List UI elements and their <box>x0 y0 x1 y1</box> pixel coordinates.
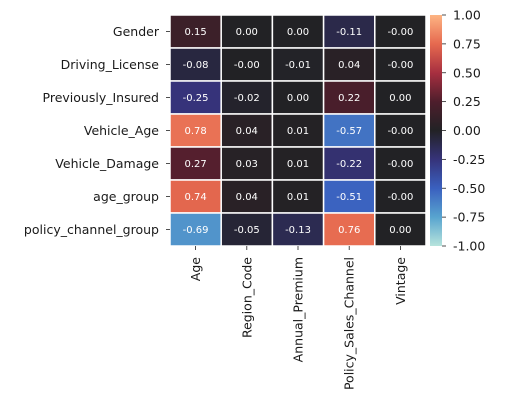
heatmap-cell <box>322 179 376 214</box>
cell-annotation: 0.01 <box>287 126 309 137</box>
y-tick-label: Previously_Insured <box>43 90 159 105</box>
heatmap-cell <box>374 179 427 214</box>
colorbar <box>430 15 442 246</box>
y-tick-label: Driving_License <box>61 57 160 72</box>
cell-annotation: 0.00 <box>287 93 309 104</box>
x-tick-label: Vintage <box>393 257 408 305</box>
y-tick-label: age_group <box>93 189 159 204</box>
colorbar-tick-label: 1.00 <box>453 8 481 23</box>
colorbar-tick-label: 0.75 <box>453 36 481 51</box>
cell-annotation: 0.04 <box>236 192 258 203</box>
y-tick-label: Vehicle_Age <box>84 123 159 138</box>
cell-annotation: 0.00 <box>389 225 411 236</box>
heatmap-cell <box>169 212 222 247</box>
heatmap-cell <box>271 146 325 181</box>
cell-annotation: 0.74 <box>184 192 206 203</box>
colorbar-tick-label: 0.00 <box>453 123 481 138</box>
colorbar-tick-label: -0.50 <box>453 181 485 196</box>
colorbar-tick-label: -0.75 <box>453 210 485 225</box>
y-tick-label: Vehicle_Damage <box>55 156 159 171</box>
cell-annotation: -0.08 <box>183 60 209 71</box>
cell-annotation: 0.78 <box>184 126 206 137</box>
cell-annotation: -0.00 <box>387 126 413 137</box>
colorbar-tick-label: -1.00 <box>453 239 485 254</box>
colorbar-tick-label: 0.50 <box>453 65 481 80</box>
y-tick-label: Gender <box>113 24 160 39</box>
cell-annotation: 0.76 <box>338 225 360 236</box>
y-tick-label: policy_channel_group <box>24 222 159 237</box>
colorbar-tick-label: 0.25 <box>453 94 481 109</box>
x-tick-label: Annual_Premium <box>291 257 306 362</box>
x-tick-label: Age <box>188 257 203 281</box>
cell-annotation: 0.01 <box>287 192 309 203</box>
y-axis-tick-labels: Gender Driving_License Previously_Insured V… <box>24 24 170 237</box>
colorbar-tick-labels: 1.00 0.75 0.50 0.25 0.00 -0.25 -0.50 -0.75 -1.00 <box>442 8 485 254</box>
cell-annotation: -0.25 <box>183 93 209 104</box>
cell-annotation: 0.15 <box>184 27 206 38</box>
heatmap-cells <box>169 14 427 247</box>
cell-annotation: 0.00 <box>236 27 258 38</box>
cell-annotation: -0.13 <box>285 225 311 236</box>
cell-annotation: 0.03 <box>236 159 258 170</box>
heatmap-cell <box>271 47 325 82</box>
cell-annotation: -0.02 <box>234 93 260 104</box>
cell-annotation: -0.00 <box>387 27 413 38</box>
cell-annotation: 0.22 <box>338 93 360 104</box>
cell-annotations: 0.15 0.00 0.00 -0.11 -0.00 -0.08 -0.00 -0.01 0.0… <box>183 27 414 236</box>
cell-annotation: 0.27 <box>184 159 206 170</box>
cell-annotation: -0.00 <box>234 60 260 71</box>
cell-annotation: -0.22 <box>336 159 362 170</box>
cell-annotation: -0.57 <box>336 126 362 137</box>
cell-annotation: -0.05 <box>234 225 260 236</box>
cell-annotation: -0.00 <box>387 60 413 71</box>
cell-annotation: 0.01 <box>287 159 309 170</box>
heatmap-cell <box>220 80 274 115</box>
heatmap-cell <box>322 113 376 148</box>
cell-annotation: 0.04 <box>236 126 258 137</box>
heatmap-cell <box>220 113 274 148</box>
cell-annotation: 0.00 <box>287 27 309 38</box>
heatmap-cell <box>220 146 274 181</box>
x-tick-label: Region_Code <box>239 257 254 338</box>
heatmap-cell <box>374 113 427 148</box>
colorbar-gradient <box>430 15 442 246</box>
cell-annotation: -0.51 <box>336 192 362 203</box>
cell-annotation: 0.00 <box>389 93 411 104</box>
cell-annotation: -0.00 <box>387 159 413 170</box>
cell-annotation: -0.01 <box>285 60 311 71</box>
cell-annotation: -0.00 <box>387 192 413 203</box>
heatmap-cell <box>322 80 376 115</box>
x-axis-tick-labels: Age Region_Code Annual_Premium Policy_Sales… <box>188 246 408 390</box>
x-tick-label: Policy_Sales_Channel <box>342 257 357 390</box>
heatmap-cell <box>374 47 427 82</box>
cell-annotation: 0.04 <box>338 60 360 71</box>
heatmap-cell <box>220 179 274 214</box>
cell-annotation: -0.69 <box>183 225 209 236</box>
colorbar-tick-label: -0.25 <box>453 152 485 167</box>
cell-annotation: -0.11 <box>336 27 362 38</box>
